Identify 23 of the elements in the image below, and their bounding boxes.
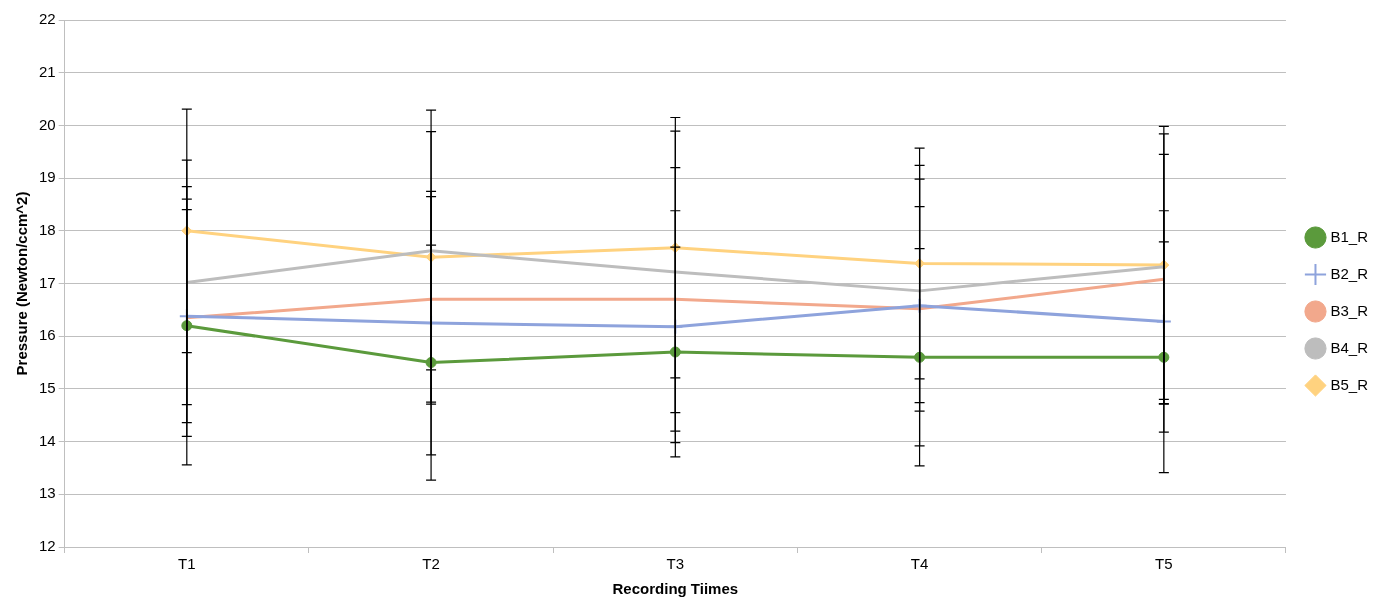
y-tick-label: 13: [39, 484, 56, 502]
y-tick-label: 18: [39, 220, 56, 238]
y-tick-label: 20: [39, 115, 56, 133]
y-tick-label: 14: [39, 431, 56, 449]
legend-label: B3_R: [1330, 301, 1369, 319]
legend-label: B2_R: [1330, 264, 1369, 282]
x-tick-label: T5: [1155, 555, 1173, 573]
y-tick-label: 12: [39, 537, 56, 555]
y-tick-label: 16: [39, 326, 56, 344]
y-tick-label: 15: [39, 379, 56, 397]
x-tick-label: T3: [666, 555, 685, 573]
x-tick-label: T1: [178, 555, 196, 573]
legend-label: B1_R: [1330, 227, 1369, 245]
x-axis-title: Recording Tiimes: [612, 580, 739, 598]
legend-label: B5_R: [1330, 375, 1369, 393]
y-axis-title: Pressure (Newton/ccm^2): [13, 191, 31, 376]
y-tick-label: 17: [39, 273, 56, 291]
legend-label: B4_R: [1330, 338, 1369, 356]
y-tick-label: 19: [39, 168, 56, 186]
x-tick-label: T2: [422, 555, 440, 573]
y-tick-label: 21: [39, 62, 56, 80]
y-tick-label: 22: [39, 10, 56, 28]
x-tick-label: T4: [910, 555, 929, 573]
